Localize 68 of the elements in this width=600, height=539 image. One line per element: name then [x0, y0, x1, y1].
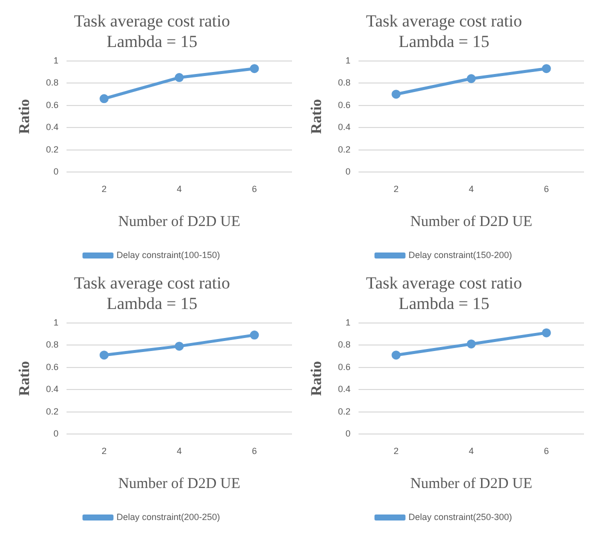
x-tick-label: 4	[468, 446, 474, 456]
point	[542, 328, 551, 338]
x-axis-title: Number of D2D UE	[118, 214, 240, 230]
point	[250, 330, 259, 340]
chart-subtitle: Lambda = 15	[106, 32, 198, 52]
x-tick-label: 6	[252, 446, 257, 456]
chart-subtitle: Lambda = 15	[398, 294, 490, 314]
point	[542, 64, 551, 74]
x-axis-title: Number of D2D UE	[410, 214, 532, 230]
point	[466, 74, 476, 84]
chart-title: Task average cost ratio	[366, 12, 522, 31]
chart-title: Task average cost ratio	[74, 12, 230, 31]
y-axis-title: Ratio	[16, 361, 33, 396]
y-tick-label: 1	[345, 55, 351, 66]
y-tick-label: 1	[53, 317, 59, 328]
x-tick-label: 4	[176, 184, 182, 194]
x-tick-label: 2	[394, 446, 399, 456]
y-tick-label: 0.6	[338, 100, 351, 110]
x-tick-label: 2	[102, 184, 107, 194]
y-tick-label: 1	[345, 317, 351, 328]
x-tick-label: 6	[544, 184, 549, 194]
y-axis-title: Ratio	[308, 99, 325, 134]
x-tick-label: 2	[394, 184, 399, 194]
point	[392, 350, 401, 360]
legend-label: Delay constraint(250-300)	[408, 512, 512, 522]
chart-title: Task average cost ratio	[74, 274, 230, 293]
y-tick-label: 0	[53, 166, 59, 177]
y-tick-label: 0.2	[46, 406, 59, 416]
x-tick-label: 4	[468, 184, 474, 194]
x-axis-title: Number of D2D UE	[410, 476, 532, 492]
y-tick-label: 0.4	[338, 384, 351, 394]
chart-title: Task average cost ratio	[366, 274, 522, 293]
x-axis-title: Number of D2D UE	[118, 476, 240, 492]
legend-label: Delay constraint(100-150)	[116, 250, 220, 260]
y-tick-label: 0.6	[338, 362, 351, 372]
point	[100, 94, 109, 104]
y-tick-label: 0.8	[338, 340, 351, 350]
y-tick-label: 0.4	[46, 122, 59, 132]
x-tick-label: 6	[544, 446, 549, 456]
point	[100, 350, 109, 360]
point	[174, 342, 184, 351]
x-tick-label: 2	[102, 446, 107, 456]
y-tick-label: 1	[53, 55, 59, 66]
chart-subtitle: Lambda = 15	[398, 32, 490, 52]
chart-subtitle: Lambda = 15	[106, 294, 198, 314]
y-tick-label: 0.2	[338, 144, 351, 154]
x-tick-label: 4	[176, 446, 182, 456]
legend-label: Delay constraint(150-200)	[408, 250, 512, 260]
y-tick-label: 0.8	[338, 78, 351, 88]
y-axis-title: Ratio	[308, 361, 325, 396]
point	[174, 73, 184, 82]
point	[250, 64, 259, 74]
y-tick-label: 0	[53, 428, 59, 439]
y-tick-label: 0.2	[46, 144, 59, 154]
legend-label: Delay constraint(200-250)	[116, 512, 220, 522]
y-tick-label: 0.6	[46, 100, 59, 110]
y-axis-title: Ratio	[16, 99, 33, 134]
y-tick-label: 0.8	[46, 340, 59, 350]
y-tick-label: 0	[345, 166, 351, 177]
point	[392, 90, 401, 99]
x-tick-label: 6	[252, 184, 257, 194]
y-tick-label: 0.4	[338, 122, 351, 132]
point	[466, 339, 476, 348]
y-tick-label: 0.4	[46, 384, 59, 394]
y-tick-label: 0.2	[338, 406, 351, 416]
y-tick-label: 0.8	[46, 78, 59, 88]
y-tick-label: 0.6	[46, 362, 59, 372]
y-tick-label: 0	[345, 428, 351, 439]
